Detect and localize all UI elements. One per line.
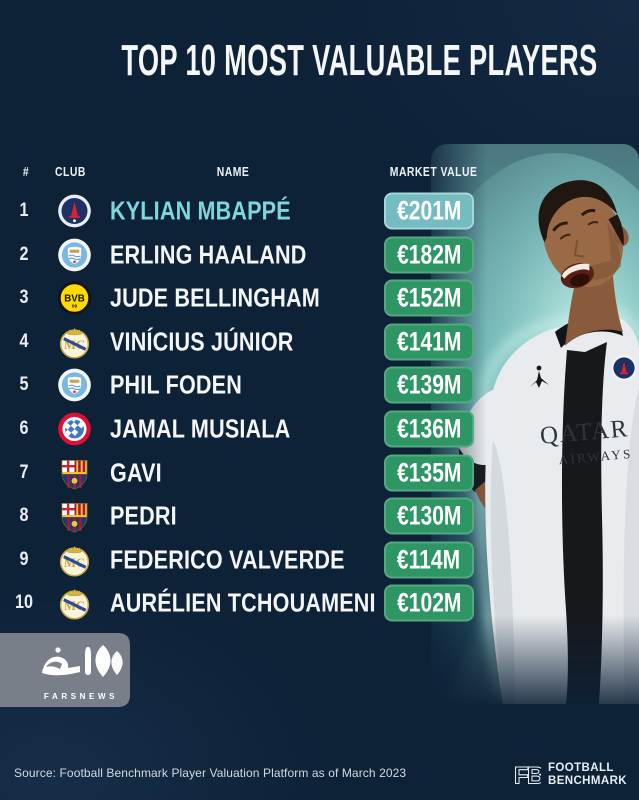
man-city-crest-icon (57, 368, 92, 403)
psg-chest-crest-icon (611, 355, 637, 381)
market-value-badge: €141M (384, 323, 474, 361)
man-city-crest-icon (57, 237, 92, 272)
market-value-badge: €114M (384, 541, 474, 579)
football-benchmark-logo: FB FOOTBALL BENCHMARK (511, 760, 627, 790)
rank-label: 10 (15, 592, 33, 614)
barcelona-crest-icon (57, 499, 92, 534)
table-row: 4 MC VINÍCIUS JÚNIOR €141M (0, 320, 480, 364)
rank-label: 7 (19, 461, 29, 483)
farsnews-watermark: FARSNEWS (0, 633, 130, 707)
player-name: GAVI (110, 457, 162, 488)
market-value-badge: €135M (384, 454, 474, 492)
market-value-badge: €201M (384, 192, 474, 230)
player-name: JUDE BELLINGHAM (110, 282, 320, 313)
photo-bottom-fade (400, 615, 639, 745)
player-name: AURÉLIEN TCHOUAMENI (110, 587, 376, 618)
fb-monogram-icon: FB (513, 762, 541, 790)
market-value-badge: €130M (384, 497, 474, 535)
player-name: PHIL FODEN (110, 369, 242, 400)
real-madrid-crest-icon: MC (57, 542, 92, 577)
fb-brand-line1: FOOTBALL (548, 762, 614, 774)
dortmund-crest-icon: BVB 09 (57, 281, 92, 316)
player-name: PEDRI (110, 500, 177, 531)
psg-crest-icon (57, 194, 92, 229)
market-value-badge: €139M (384, 366, 474, 404)
table-row: 6 JAMAL MUSIALA €136M (0, 407, 480, 451)
rank-label: 6 (19, 418, 29, 439)
source-note: Source: Football Benchmark Player Valuat… (14, 766, 407, 780)
table-row: 5 PHIL FODEN €139M (0, 363, 480, 407)
jersey-sponsor-line2: AIRWAYS (558, 446, 633, 467)
player-name: ERLING HAALAND (110, 239, 307, 270)
market-value-badge: €182M (384, 236, 474, 274)
column-header-market-value: MARKET VALUE (389, 164, 478, 179)
real-madrid-crest-icon: MC (57, 586, 92, 621)
rank-label: 2 (19, 243, 29, 265)
rank-label: 9 (19, 548, 29, 570)
player-name: JAMAL MUSIALA (110, 413, 291, 444)
market-value-badge: €152M (384, 279, 474, 317)
table-row: 2 ERLING HAALAND €182M (0, 233, 480, 277)
column-header-name: NAME (216, 164, 250, 179)
farsnews-latin-label: FARSNEWS (44, 692, 118, 701)
table-row: 8 PEDRI €130M (0, 494, 480, 538)
svg-text:BVB: BVB (64, 294, 85, 305)
market-value-badge: €102M (384, 584, 474, 622)
table-row: 1 KYLIAN MBAPPÉ €201M (0, 189, 480, 233)
table-row: 7 GAVI €135M (0, 451, 480, 495)
table-row: 3 BVB 09 JUDE BELLINGHAM €152M (0, 276, 480, 320)
table-row: 10 MC AURÉLIEN TCHOUAMENI €102M (0, 581, 480, 625)
rank-label: 1 (19, 200, 29, 221)
real-madrid-crest-icon: MC (57, 324, 92, 359)
fars-arabic-wordmark-icon (42, 645, 123, 677)
svg-text:FB: FB (514, 762, 541, 789)
player-name: VINÍCIUS JÚNIOR (110, 326, 294, 357)
player-name: FEDERICO VALVERDE (110, 544, 345, 575)
market-value-badge: €136M (384, 410, 474, 448)
player-name: KYLIAN MBAPPÉ (110, 195, 291, 226)
column-header-club: CLUB (55, 164, 86, 179)
rank-label: 8 (19, 505, 29, 527)
rank-label: 5 (19, 374, 29, 396)
jordan-logo-icon (530, 365, 549, 388)
rank-label: 4 (19, 330, 29, 352)
rank-label: 3 (19, 287, 29, 309)
svg-text:09: 09 (72, 304, 78, 310)
table-row: 9 MC FEDERICO VALVERDE €114M (0, 538, 480, 582)
bayern-crest-icon (57, 412, 92, 447)
barcelona-crest-icon (57, 455, 92, 490)
column-header-rank: # (22, 164, 30, 179)
fb-brand-line2: BENCHMARK (548, 775, 627, 787)
